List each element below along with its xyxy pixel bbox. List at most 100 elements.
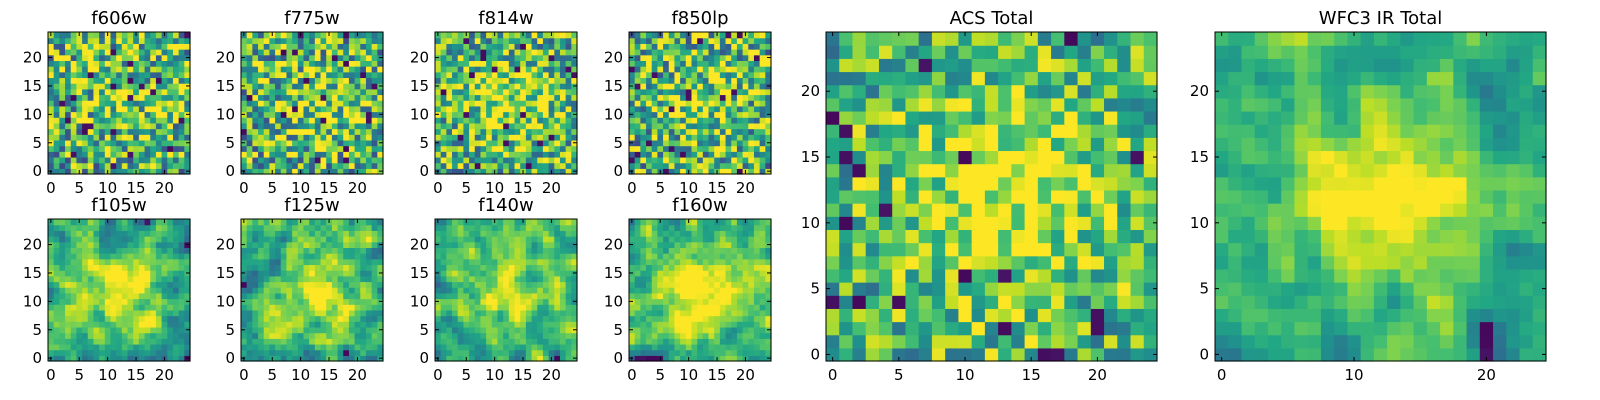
heatmap-cell (508, 54, 516, 61)
heatmap-cell (110, 71, 117, 79)
heatmap-cell (537, 117, 544, 124)
heatmap-cell (167, 349, 174, 356)
heatmap-cell (634, 122, 641, 130)
heatmap-cell (565, 298, 572, 305)
heatmap-cell (99, 355, 106, 362)
heatmap-cell (629, 343, 636, 351)
heatmap-cell (365, 105, 373, 113)
heatmap-cell (144, 94, 151, 101)
panel-title: f105w (91, 195, 146, 216)
heatmap-cell (365, 355, 373, 362)
heatmap-cell (629, 77, 636, 84)
heatmap-cell (371, 168, 378, 175)
heatmap-cell (246, 139, 253, 147)
heatmap-cell (70, 241, 77, 248)
heatmap-cell (99, 298, 106, 305)
heatmap-cell (640, 355, 647, 362)
heatmap-cell (457, 168, 464, 175)
heatmap-cell (765, 60, 772, 67)
heatmap-cell (286, 230, 293, 237)
heatmap-cell (491, 49, 499, 56)
heatmap-cell (486, 287, 493, 294)
heatmap-cell (503, 349, 510, 356)
heatmap-cell (452, 298, 459, 305)
heatmap-cell (93, 321, 100, 328)
heatmap-cell (65, 247, 72, 254)
heatmap-cell (354, 128, 361, 135)
heatmap-cell (571, 343, 578, 351)
heatmap-cell (463, 37, 470, 44)
heatmap-cell (155, 162, 163, 169)
heatmap-cell (297, 94, 305, 101)
heatmap-cell (93, 88, 100, 96)
heatmap-cell (110, 355, 117, 362)
heatmap-cell (554, 156, 561, 164)
heatmap-cell (292, 105, 299, 113)
heatmap-cell (474, 247, 482, 254)
heatmap-cell (736, 94, 744, 101)
heatmap-cell (548, 145, 555, 152)
heatmap-cell (691, 66, 698, 73)
heatmap-cell (110, 49, 117, 56)
heatmap-cell (314, 139, 322, 147)
heatmap-cell (685, 298, 693, 305)
heatmap-cell (497, 122, 504, 130)
heatmap-cell (446, 60, 453, 67)
heatmap-cell (87, 264, 95, 271)
heatmap-cells (241, 32, 384, 175)
heatmap-cell (371, 287, 378, 294)
heatmap-cell (736, 32, 744, 39)
heatmap-cell (252, 219, 259, 226)
heatmap-cell (663, 281, 670, 288)
heatmap-cell (303, 77, 310, 84)
heatmap-cell (314, 287, 322, 294)
heatmap-cell (457, 287, 464, 294)
heatmap-cell (640, 71, 647, 79)
heatmap-cell (297, 145, 305, 152)
heatmap-cell (258, 162, 265, 169)
heatmap-cell (537, 83, 544, 90)
heatmap-cell (178, 162, 185, 169)
heatmap-cell (331, 315, 339, 322)
heatmap-cell (634, 49, 641, 56)
heatmap-cell (354, 343, 361, 351)
x-tick-label: 15 (319, 366, 338, 384)
heatmap-cell (360, 83, 367, 90)
heatmap-cell (93, 32, 100, 39)
heatmap-cell (640, 128, 647, 135)
heatmap-cell (303, 304, 310, 311)
heatmap-cell (674, 326, 681, 334)
heatmap-cell (252, 315, 259, 322)
heatmap-cell (685, 111, 693, 118)
heatmap-cell (565, 145, 572, 152)
heatmap-cell (680, 77, 687, 84)
heatmap-cell (674, 315, 681, 322)
heatmap-cell (480, 224, 487, 231)
heatmap-cell (508, 145, 516, 152)
heatmap-cell (537, 43, 544, 50)
heatmap-cell (497, 343, 504, 351)
heatmap-cell (663, 94, 670, 101)
heatmap-cell (491, 321, 499, 328)
heatmap-cell (525, 241, 533, 248)
heatmap-cell (651, 315, 658, 322)
heatmap-cell (497, 326, 504, 334)
heatmap-cell (537, 281, 544, 288)
heatmap-cell (127, 168, 134, 175)
heatmap-cell (269, 321, 276, 328)
heatmap-cell (263, 83, 270, 90)
heatmap-cell (365, 236, 373, 243)
heatmap-cell (452, 32, 459, 39)
heatmap-cell (292, 100, 299, 107)
heatmap-cell (360, 270, 367, 277)
heatmap-cell (457, 236, 464, 243)
heatmap-cell (463, 253, 470, 260)
heatmap-cell (297, 151, 305, 158)
heatmap-cell (525, 275, 533, 283)
heatmap-cell (331, 309, 339, 317)
heatmap-cell (634, 156, 641, 164)
heatmap-cell (320, 338, 327, 345)
heatmap-cell (446, 117, 453, 124)
heatmap-cell (463, 105, 470, 113)
heatmap-cell (542, 111, 550, 118)
